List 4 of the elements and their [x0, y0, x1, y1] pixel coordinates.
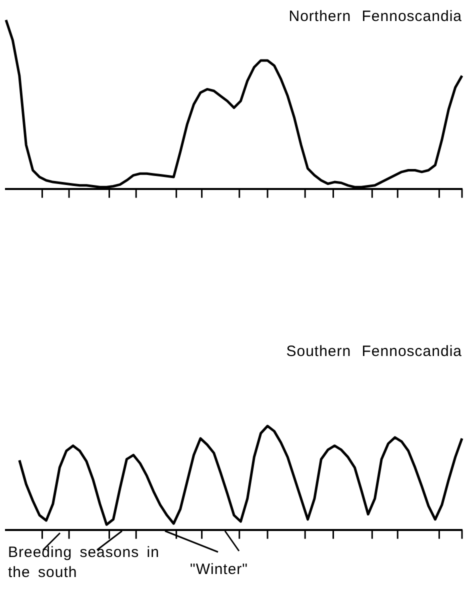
text: Breeding seasons in the south	[8, 543, 160, 583]
chart-title: Southern Fennoscandia	[286, 343, 462, 360]
text: "Winter"	[190, 560, 249, 580]
chart-title: Northern Fennoscandia	[288, 8, 462, 25]
